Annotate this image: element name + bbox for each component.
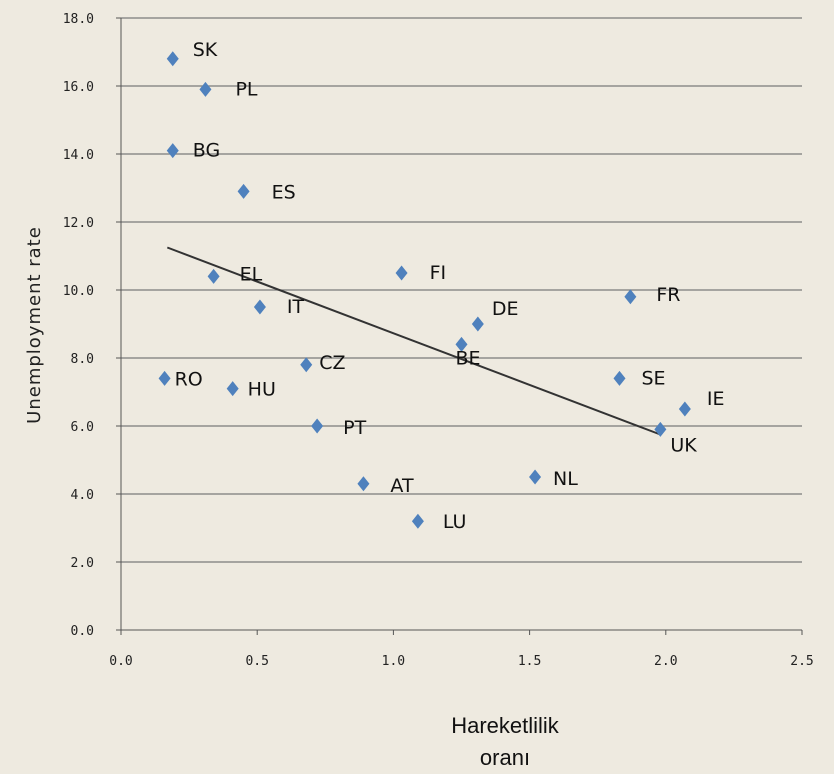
point-label-fr: FR <box>656 284 680 306</box>
point-marker-nl <box>529 469 542 485</box>
point-marker-ie <box>678 401 691 417</box>
point-marker-fr <box>624 289 637 305</box>
y-tick-label: 8.0 <box>71 352 94 367</box>
point-marker-uk <box>654 421 667 437</box>
trendline-segment <box>166 246 661 436</box>
y-tick-label: 0.0 <box>71 624 94 639</box>
x-tick-label: 1.5 <box>518 654 541 669</box>
y-tick-label: 6.0 <box>71 420 94 435</box>
point-label-nl: NL <box>553 468 578 490</box>
point-label-ro: RO <box>175 368 203 390</box>
point-marker-cz <box>300 357 313 373</box>
point-label-se: SE <box>641 367 665 389</box>
x-tick-label: 1.0 <box>382 654 405 669</box>
point-marker-it <box>253 299 266 315</box>
point-marker-fi <box>395 265 408 281</box>
point-label-cz: CZ <box>319 352 345 374</box>
trendline <box>166 246 661 436</box>
data-points: SK PL BG ES EL IT FI DE FR BE CZ RO HU SE IE UK PT NL AT LU <box>158 39 725 533</box>
y-tick-label: 16.0 <box>63 80 94 95</box>
point-label-lu: LU <box>443 511 467 533</box>
gridlines <box>121 17 802 563</box>
point-label-el: EL <box>240 263 263 285</box>
point-label-pl: PL <box>235 78 257 100</box>
point-label-uk: UK <box>670 434 697 456</box>
point-marker-pt <box>311 418 324 434</box>
point-label-be: BE <box>456 347 481 369</box>
x-axis-label-line-1: Hareketlilik <box>451 713 560 738</box>
x-tick-label: 2.5 <box>790 654 813 669</box>
point-label-hu: HU <box>248 379 276 401</box>
point-marker-at <box>357 476 370 492</box>
y-axis-label: Unemployment rate <box>24 226 45 424</box>
point-marker-lu <box>411 513 424 529</box>
y-tick-label: 14.0 <box>63 148 94 163</box>
y-tick-label: 4.0 <box>71 488 94 503</box>
x-axis-label-line-2: oranı <box>480 745 530 770</box>
point-label-pt: PT <box>343 417 366 439</box>
y-tick-label: 18.0 <box>63 12 94 27</box>
point-label-bg: BG <box>193 140 220 162</box>
x-tick-label: 0.0 <box>109 654 132 669</box>
x-tick-label: 2.0 <box>654 654 677 669</box>
x-tick-label: 0.5 <box>245 654 268 669</box>
y-tick-label: 12.0 <box>63 216 94 231</box>
point-marker-es <box>237 183 250 199</box>
point-label-ie: IE <box>707 388 725 410</box>
point-label-de: DE <box>492 298 519 320</box>
point-label-sk: SK <box>193 39 218 61</box>
point-marker-pl <box>199 81 212 97</box>
point-marker-be <box>455 336 468 352</box>
point-label-es: ES <box>272 181 296 203</box>
point-marker-ro <box>158 370 171 386</box>
point-marker-hu <box>226 381 239 397</box>
x-tick-labels: 0.0 0.5 1.0 1.5 2.0 2.5 <box>109 654 813 669</box>
point-marker-de <box>471 316 484 332</box>
point-marker-bg <box>166 143 179 159</box>
point-label-it: IT <box>287 296 305 318</box>
point-marker-sk <box>166 51 179 67</box>
point-marker-el <box>207 268 220 284</box>
y-tick-labels: 0.0 2.0 4.0 6.0 8.0 10.0 12.0 14.0 16.0 18.0 <box>63 12 94 639</box>
axes <box>116 17 803 635</box>
y-tick-label: 2.0 <box>71 556 94 571</box>
point-label-fi: FI <box>430 262 447 284</box>
point-label-at: AT <box>390 475 414 497</box>
point-marker-se <box>613 370 626 386</box>
y-tick-label: 10.0 <box>63 284 94 299</box>
